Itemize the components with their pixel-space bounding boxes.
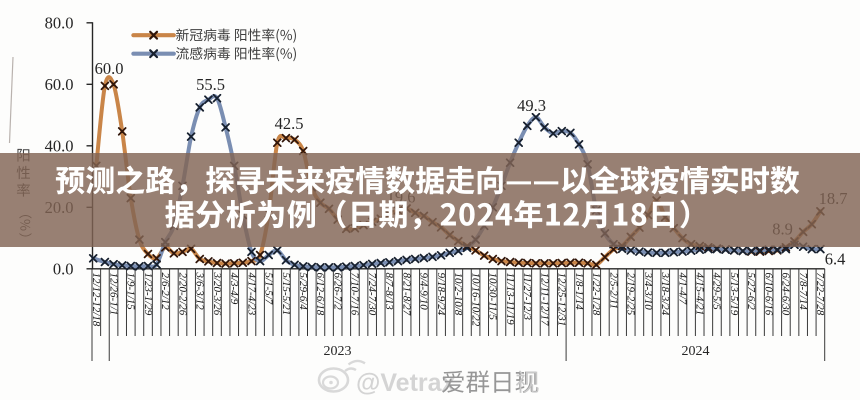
svg-text:11/27-12/3: 11/27-12/3: [521, 273, 533, 321]
svg-text:3/20-3/26: 3/20-3/26: [211, 272, 223, 316]
svg-text:60.0: 60.0: [45, 75, 74, 94]
svg-text:7/24-7/30: 7/24-7/30: [366, 273, 378, 316]
svg-text:7/8-7/14: 7/8-7/14: [797, 273, 809, 311]
svg-text:2/20-2/26: 2/20-2/26: [176, 273, 188, 316]
svg-text:1/23-1/29: 1/23-1/29: [142, 273, 154, 316]
svg-text:4/1-4/7: 4/1-4/7: [676, 273, 688, 305]
svg-text:2024: 2024: [682, 344, 710, 359]
svg-text:2/6-2/12: 2/6-2/12: [159, 273, 171, 311]
svg-text:6/10-6/16: 6/10-6/16: [763, 273, 775, 316]
svg-text:9/4-9/10: 9/4-9/10: [418, 273, 430, 311]
svg-text:3/18-3/24: 3/18-3/24: [659, 272, 671, 316]
svg-text:2/19-2/25: 2/19-2/25: [625, 273, 637, 316]
svg-text:40.0: 40.0: [45, 136, 74, 155]
svg-text:42.5: 42.5: [275, 114, 304, 133]
svg-text:0.0: 0.0: [53, 259, 74, 278]
svg-text:55.5: 55.5: [196, 75, 225, 94]
svg-text:11/13-11/19: 11/13-11/19: [504, 273, 516, 326]
svg-text:60.0: 60.0: [95, 59, 124, 78]
svg-text:12/11-12/17: 12/11-12/17: [538, 273, 550, 326]
svg-text:4/17-4/23: 4/17-4/23: [245, 273, 257, 316]
svg-text:8/21-8/27: 8/21-8/27: [400, 273, 412, 316]
svg-text:5/27-6/2: 5/27-6/2: [745, 273, 757, 311]
svg-text:10/2-10/8: 10/2-10/8: [452, 273, 464, 316]
svg-text:5/1-5/7: 5/1-5/7: [263, 273, 275, 305]
svg-text:3/4-3/10: 3/4-3/10: [642, 272, 654, 311]
svg-text:12/25-12/31: 12/25-12/31: [556, 273, 568, 327]
svg-text:80.0: 80.0: [45, 13, 74, 32]
svg-text:10/16-10/22: 10/16-10/22: [469, 273, 481, 327]
svg-text:4/3-4/9: 4/3-4/9: [228, 273, 240, 305]
svg-text:10/30-11/5: 10/30-11/5: [487, 273, 499, 321]
svg-text:7/22-7/28: 7/22-7/28: [814, 273, 826, 316]
svg-text:3/6-3/12: 3/6-3/12: [194, 272, 206, 311]
svg-text:9/18-9/24: 9/18-9/24: [435, 273, 447, 316]
svg-text:4/15-4/21: 4/15-4/21: [694, 273, 706, 316]
svg-text:1/22-1/28: 1/22-1/28: [590, 273, 602, 316]
svg-text:6/24-6/30: 6/24-6/30: [780, 273, 792, 316]
svg-text:8/7-8/13: 8/7-8/13: [383, 273, 395, 311]
svg-text:7/10-7/16: 7/10-7/16: [349, 273, 361, 316]
svg-text:1/9-1/15: 1/9-1/15: [125, 273, 137, 311]
svg-text:6.4: 6.4: [825, 250, 846, 269]
svg-text:2023: 2023: [324, 344, 352, 359]
svg-text:5/15-5/21: 5/15-5/21: [280, 273, 292, 316]
svg-text:4/29-5/5: 4/29-5/5: [711, 273, 723, 311]
svg-text:1/8-1/14: 1/8-1/14: [573, 273, 585, 311]
svg-text:5/13-5/19: 5/13-5/19: [728, 273, 740, 316]
svg-text:6/12-6/18: 6/12-6/18: [314, 273, 326, 316]
svg-text:49.3: 49.3: [517, 96, 546, 115]
svg-text:5/29-6/4: 5/29-6/4: [297, 273, 309, 311]
svg-text:6/26-7/2: 6/26-7/2: [332, 273, 344, 311]
svg-text:@Vetrax: @Vetrax: [356, 369, 456, 397]
svg-text:12/12-12/18: 12/12-12/18: [90, 273, 102, 327]
svg-text:12/26-1/1: 12/26-1/1: [107, 273, 119, 316]
svg-text:2/5-2/11: 2/5-2/11: [607, 273, 619, 309]
